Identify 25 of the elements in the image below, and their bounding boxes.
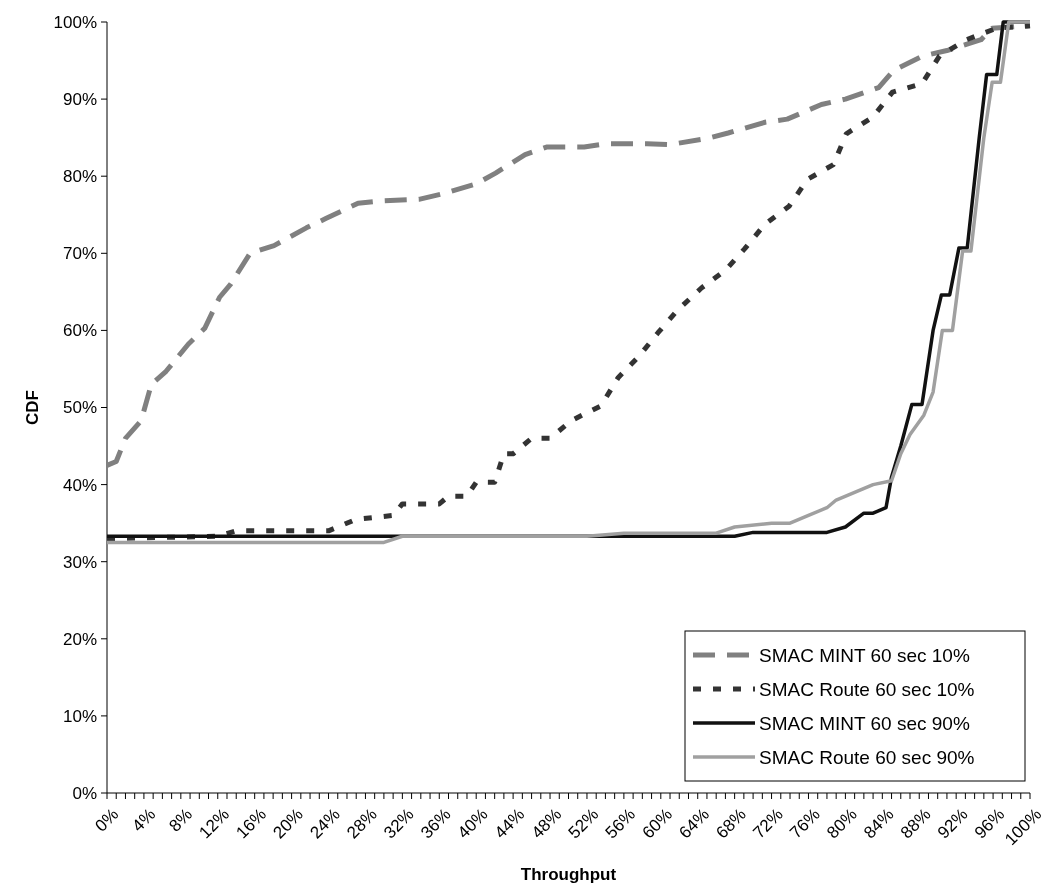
x-tick-label: 8% <box>165 804 197 836</box>
legend-label: SMAC Route 60 sec 90% <box>759 746 975 768</box>
x-tick-label: 40% <box>453 804 492 843</box>
y-tick-label: 20% <box>62 629 97 649</box>
y-tick-label: 70% <box>62 244 97 264</box>
x-tick-label: 48% <box>527 804 566 843</box>
y-tick-label: 90% <box>62 90 97 110</box>
x-tick-label: 76% <box>786 804 824 843</box>
y-axis-title: CDF <box>23 390 42 425</box>
y-tick-label: 60% <box>62 321 97 341</box>
y-tick-label: 100% <box>53 12 97 32</box>
x-tick-label: 72% <box>749 804 787 843</box>
y-tick-label: 30% <box>62 552 97 572</box>
y-tick-label: 0% <box>72 783 97 803</box>
x-tick-label: 0% <box>91 804 123 836</box>
legend-label: SMAC MINT 60 sec 10% <box>759 644 970 666</box>
x-tick-label: 4% <box>128 804 160 836</box>
y-tick-label: 50% <box>62 398 97 418</box>
legend-label: SMAC MINT 60 sec 90% <box>759 712 970 734</box>
x-axis-title: Throughput <box>520 865 617 884</box>
y-tick-label: 80% <box>62 167 97 187</box>
x-tick-label: 44% <box>490 804 529 843</box>
legend-label: SMAC Route 60 sec 10% <box>759 678 975 700</box>
y-tick-label: 10% <box>62 706 97 726</box>
y-tick-label: 40% <box>62 475 97 495</box>
